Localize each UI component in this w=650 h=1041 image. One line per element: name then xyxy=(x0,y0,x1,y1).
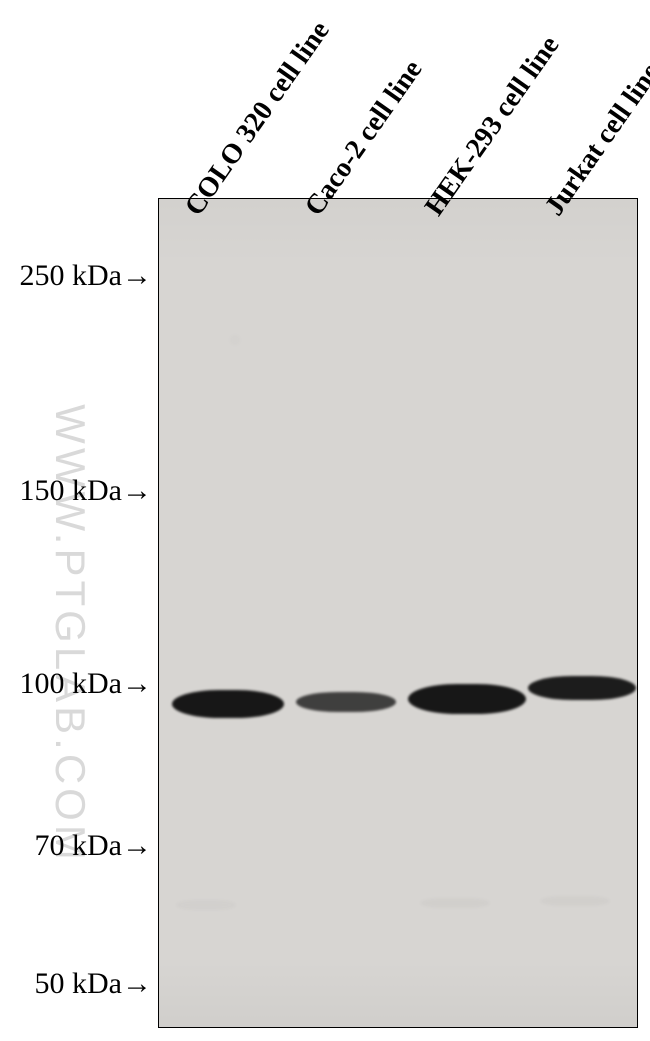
band-faint-1 xyxy=(420,898,490,908)
lane-label-1: Caco-2 cell line xyxy=(299,55,430,222)
mw-label-2: 100 kDa→ xyxy=(0,667,152,701)
western-blot-figure: WWW.PTGLAB.COM COLO 320 cell lineCaco-2 … xyxy=(0,0,650,1041)
band-main-lane-3 xyxy=(528,676,636,700)
artifact-smudge-0 xyxy=(230,335,240,345)
band-faint-0 xyxy=(176,900,236,910)
mw-label-4: 50 kDa→ xyxy=(0,967,152,1001)
mw-label-0: 250 kDa→ xyxy=(0,259,152,293)
mw-label-3: 70 kDa→ xyxy=(0,829,152,863)
band-main-lane-2 xyxy=(408,684,526,714)
band-main-lane-0 xyxy=(172,690,284,718)
mw-label-1: 150 kDa→ xyxy=(0,474,152,508)
band-faint-2 xyxy=(540,896,610,906)
band-main-lane-1 xyxy=(296,692,396,712)
lane-label-2: HEK-293 cell line xyxy=(419,30,567,222)
